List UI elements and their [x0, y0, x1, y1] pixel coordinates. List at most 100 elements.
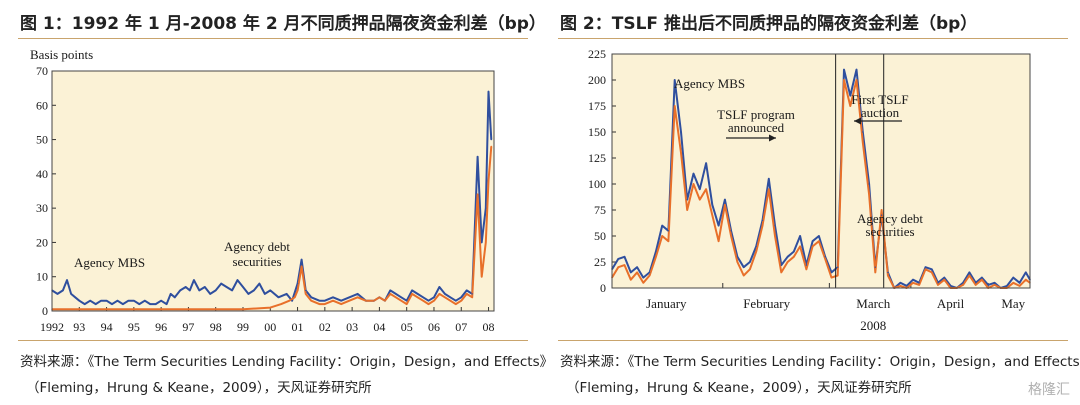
agency-mbs-point	[899, 282, 902, 284]
agency-debt-point	[340, 303, 342, 305]
agency-mbs-point	[78, 300, 81, 302]
agency-mbs-point	[215, 289, 217, 292]
x-tick-label-month: January	[646, 296, 687, 311]
x-axis-label-year: 2008	[860, 318, 886, 333]
agency-mbs-point	[962, 282, 964, 284]
agency-mbs-point	[427, 300, 430, 302]
agency-debt-point	[294, 296, 296, 298]
agency-mbs-point	[242, 286, 244, 288]
agency-debt-point	[416, 296, 419, 298]
agency-debt-point	[310, 300, 312, 302]
figure-2-source-rule	[558, 340, 1068, 341]
agency-mbs-point	[155, 303, 157, 305]
agency-debt-point	[805, 268, 808, 270]
agency-debt-point	[1012, 282, 1014, 284]
figure-2-title-rule	[558, 38, 1068, 39]
agency-debt-point	[648, 274, 651, 277]
agency-mbs-point	[258, 282, 261, 285]
agency-mbs-point	[674, 79, 676, 81]
agency-debt-point	[427, 303, 430, 305]
y-tick-label: 0	[42, 304, 48, 318]
y-tick-label: 30	[36, 201, 48, 215]
agency-mbs-point	[95, 303, 97, 305]
agency-mbs-point	[661, 224, 663, 227]
agency-mbs-point	[617, 258, 619, 260]
agency-debt-point	[444, 296, 446, 298]
agency-mbs-point	[133, 300, 135, 302]
y-tick-label: 225	[588, 47, 606, 61]
agency-mbs-point	[987, 284, 989, 286]
agency-debt-point	[378, 296, 381, 298]
agency-debt-point	[855, 79, 858, 81]
agency-debt-point	[736, 261, 739, 263]
agency-debt-point	[332, 300, 334, 302]
agency-debt-line	[611, 79, 1031, 289]
agency-mbs-point	[793, 250, 795, 253]
agency-mbs-point	[786, 256, 789, 258]
agency-debt-point	[811, 245, 814, 248]
plot-frame	[611, 53, 1031, 289]
agency-debt-point	[160, 308, 162, 310]
agency-mbs-point	[300, 258, 303, 261]
agency-debt-point	[937, 284, 939, 286]
agency-debt-point	[466, 293, 468, 295]
y-tick-label: 0	[600, 281, 606, 295]
agency-debt-annotation-line-1: Agency debt	[224, 239, 290, 254]
agency-debt-point	[912, 282, 914, 284]
agency-debt-point	[849, 105, 851, 107]
agency-debt-point	[680, 152, 682, 154]
agency-debt-point	[749, 268, 751, 270]
agency-debt-point	[269, 306, 271, 309]
agency-mbs-annotation: Agency MBS	[74, 255, 145, 270]
first-tslf-arrowhead	[854, 117, 861, 125]
agency-debt-point	[324, 303, 326, 305]
agency-mbs-point	[340, 300, 342, 302]
watermark: 格隆汇	[1028, 382, 1070, 398]
agency-mbs-point	[209, 293, 211, 295]
y-tick-label: 175	[588, 99, 606, 113]
agency-debt-annotation-line-1: Agency debt	[857, 211, 923, 226]
x-tick-label: 00	[264, 320, 276, 334]
agency-debt-point	[471, 296, 473, 298]
y-tick-label: 100	[588, 177, 606, 191]
agency-mbs-point	[231, 289, 233, 292]
agency-debt-point	[830, 276, 833, 279]
agency-debt-point	[78, 308, 81, 310]
agency-debt-point	[1018, 285, 1021, 287]
agency-debt-point	[373, 300, 375, 302]
agency-mbs-point	[406, 300, 408, 302]
agency-mbs-point	[949, 285, 952, 287]
x-tick-label: 03	[346, 320, 358, 334]
agency-debt-point	[962, 284, 964, 286]
agency-mbs-point	[438, 286, 441, 288]
agency-mbs-point	[89, 300, 91, 302]
agency-debt-point	[1025, 279, 1027, 281]
figure-2-title: 图 2：TSLF 推出后不同质押品的隔夜资金利差（bp）	[560, 14, 978, 34]
agency-debt-point	[481, 276, 483, 278]
agency-mbs-point	[1006, 285, 1008, 287]
x-tick-label: 04	[373, 320, 385, 334]
agency-mbs-point	[253, 289, 255, 292]
agency-mbs-point	[711, 204, 713, 206]
agency-mbs-point	[490, 138, 492, 141]
agency-debt-point	[862, 141, 864, 144]
agency-debt-point	[406, 303, 408, 305]
agency-debt-point	[968, 274, 971, 277]
agency-mbs-point	[912, 279, 914, 281]
agency-debt-point	[288, 300, 291, 302]
agency-mbs-point	[623, 256, 626, 258]
agency-mbs-point	[937, 282, 939, 284]
agency-mbs-point	[487, 90, 490, 93]
agency-mbs-point	[70, 293, 72, 295]
x-tick-label: 99	[237, 320, 249, 334]
y-tick-label: 10	[36, 270, 48, 284]
y-tick-label: 60	[36, 98, 48, 112]
x-tick-label: 96	[155, 320, 167, 334]
agency-mbs-point	[717, 224, 720, 227]
y-tick-label: 40	[36, 167, 48, 181]
x-tick-label: 94	[101, 320, 113, 334]
agency-debt-point	[699, 198, 701, 201]
figure-1-source-rule	[18, 340, 528, 341]
agency-debt-point	[774, 235, 776, 237]
agency-debt-point	[133, 308, 135, 310]
